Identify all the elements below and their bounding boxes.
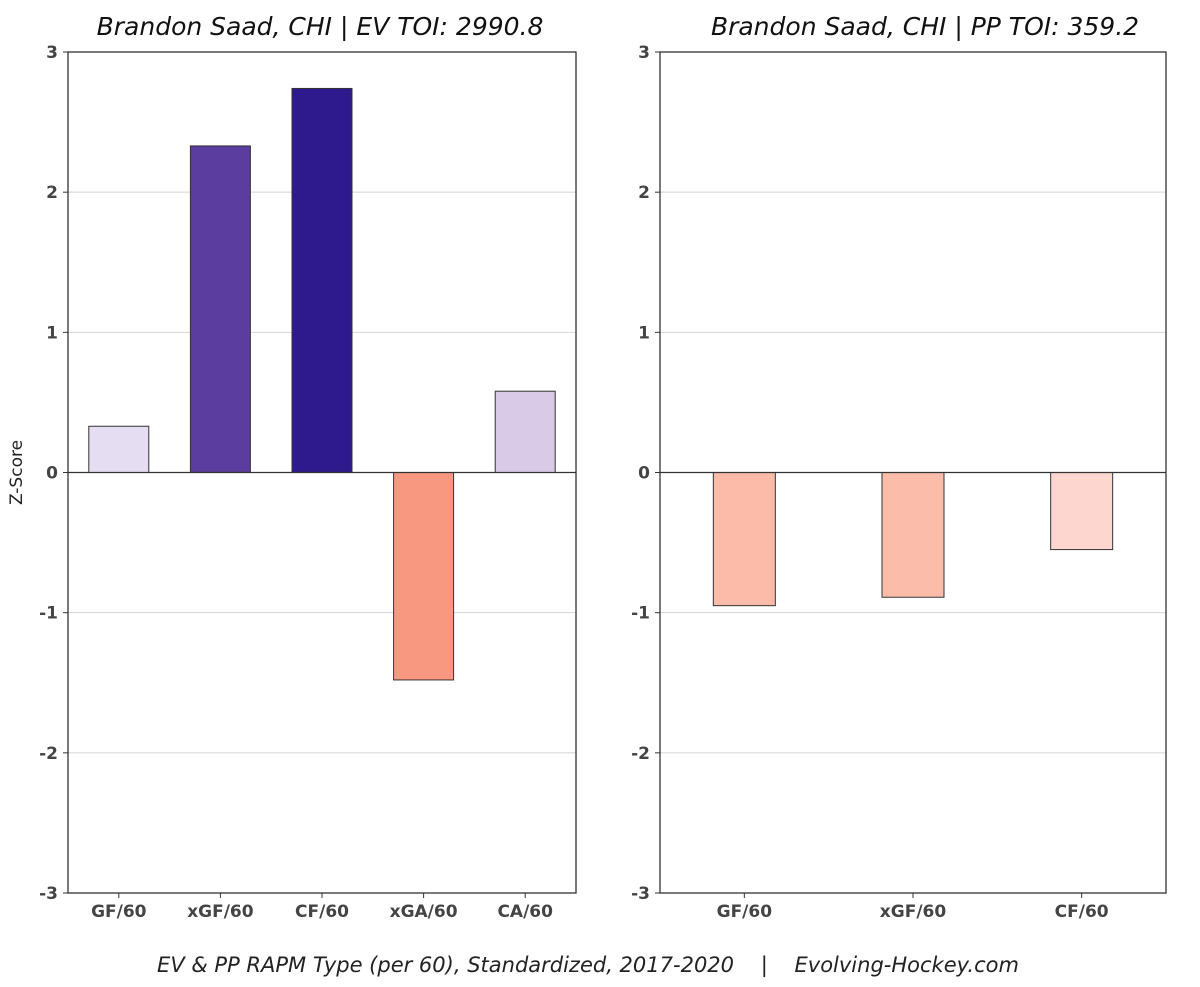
pp-y-tick-label: -3 (631, 884, 650, 904)
ev-bar-gf-60 (88, 425, 150, 473)
ev-x-tick-label: CA/60 (497, 902, 553, 922)
ev-x-tick-label: GF/60 (91, 902, 147, 922)
pp-x-tick-label: CF/60 (1055, 902, 1109, 922)
pp-y-tick-label: 0 (638, 464, 650, 484)
pp-bar-cf-60 (1050, 472, 1114, 551)
ev-bar-xga-60 (393, 472, 455, 681)
ev-y-tick-label: -1 (39, 604, 58, 624)
ev-bar-ca-60 (494, 390, 556, 474)
ev-x-tick-label: CF/60 (295, 902, 349, 922)
pp-chart-panel: Brandon Saad, CHI | PP TOI: 359.2 GF/60 xG… (631, 12, 1167, 922)
footer-caption: EV & PP RAPM Type (per 60), Standardized… (157, 953, 1019, 978)
pp-y-tick-label: 1 (638, 323, 650, 343)
pp-bar-gf-60 (712, 472, 776, 607)
ev-y-tick-label: 3 (46, 43, 58, 63)
pp-y-tick-label: 3 (638, 43, 650, 63)
ev-y-tick-label: -2 (39, 744, 58, 764)
pp-y-tick-label: 2 (638, 183, 650, 203)
ev-y-axis-label: Z-Score (7, 440, 27, 505)
ev-y-tick-label: 0 (46, 464, 58, 484)
pp-x-tick-label: xGF/60 (880, 902, 947, 922)
ev-x-tick-label: xGF/60 (187, 902, 254, 922)
pp-chart-title: Brandon Saad, CHI | PP TOI: 359.2 (711, 12, 1139, 41)
pp-y-tick-label: -1 (631, 604, 650, 624)
ev-bar-cf-60 (291, 87, 353, 474)
pp-x-tick-label: GF/60 (717, 902, 773, 922)
ev-chart-title: Brandon Saad, CHI | EV TOI: 2990.8 (97, 12, 544, 41)
pp-bar-xgf-60 (881, 472, 945, 598)
pp-y-tick-label: -2 (631, 744, 650, 764)
ev-y-tick-label: 1 (46, 323, 58, 343)
ev-x-tick-label: xGA/60 (390, 902, 458, 922)
ev-y-tick-label: -3 (39, 884, 58, 904)
ev-bar-xgf-60 (189, 145, 251, 474)
ev-chart-panel: Brandon Saad, CHI | EV TOI: 2990.8 GF/60 x… (7, 12, 577, 922)
ev-y-tick-label: 2 (46, 183, 58, 203)
